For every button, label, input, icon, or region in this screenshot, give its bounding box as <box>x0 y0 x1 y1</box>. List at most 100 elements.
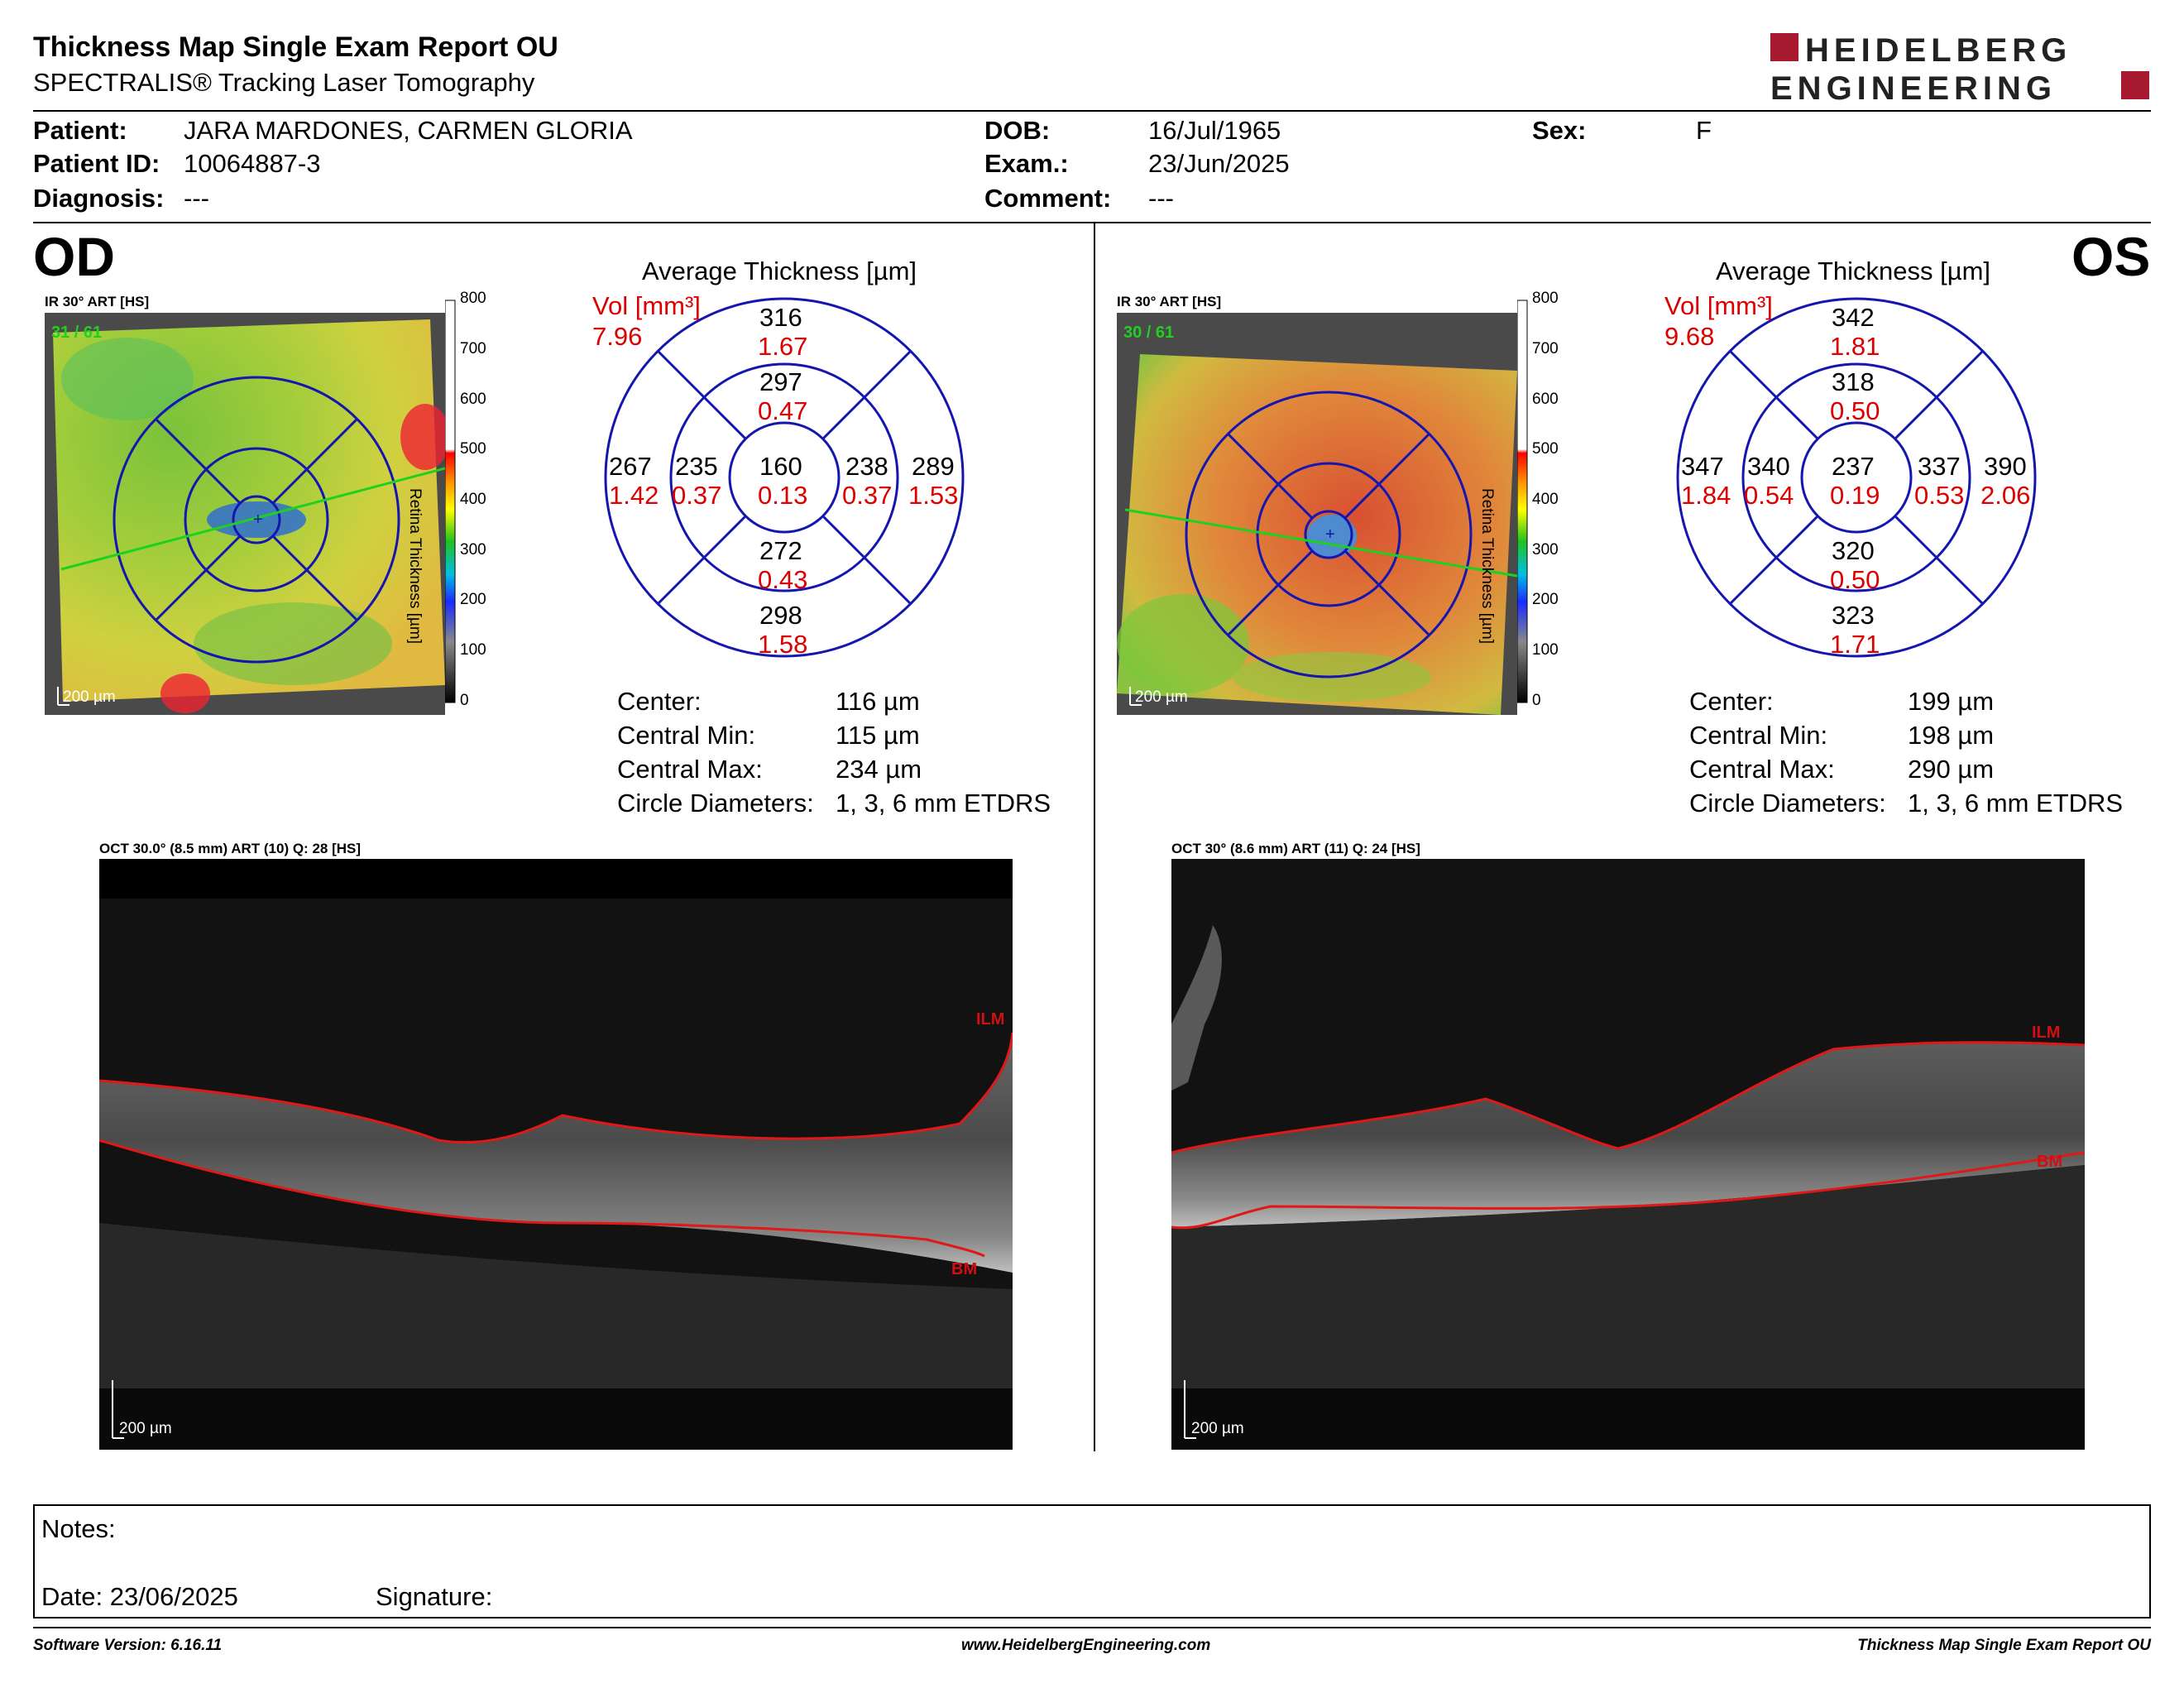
od-inner-left-volume: 0.37 <box>672 481 722 510</box>
os-inner-left-volume: 0.54 <box>1744 481 1794 510</box>
od-outer-right-volume: 1.53 <box>908 481 959 510</box>
notes-box[interactable]: Notes: Date: 23/06/2025 Signature: <box>33 1504 2151 1618</box>
os-ilm-label: ILM <box>2032 1024 2060 1042</box>
os-center-thickness: 237 <box>1832 452 1875 481</box>
os-tick-200: 200 <box>1532 591 1559 608</box>
od-oct-label: OCT 30.0° (8.5 mm) ART (10) Q: 28 [HS] <box>99 841 362 856</box>
od-stat-max-label: Central Max: <box>617 755 763 784</box>
od-frames-count: 31 / 61 <box>51 324 102 342</box>
od-stat-diam-label: Circle Diameters: <box>617 789 814 818</box>
comment-label: Comment: <box>984 184 1112 213</box>
os-stat-max-value: 290 µm <box>1908 755 1995 784</box>
os-inner-right-volume: 0.53 <box>1914 481 1965 510</box>
od-oct-bscan: ILM BM 200 µm <box>99 859 1013 1450</box>
od-tick-800: 800 <box>460 290 486 307</box>
sex-value: F <box>1696 116 1712 145</box>
od-colorbar <box>444 298 544 712</box>
od-outer-top-volume: 1.67 <box>758 332 808 361</box>
os-outer-right-volume: 2.06 <box>1980 481 2031 510</box>
od-tick-500: 500 <box>460 440 486 458</box>
info-divider <box>33 222 2151 223</box>
os-outer-left-volume: 1.84 <box>1681 481 1731 510</box>
od-tick-600: 600 <box>460 391 486 408</box>
center-divider <box>1094 223 1095 1451</box>
os-outer-right-thickness: 390 <box>1984 452 2027 481</box>
od-stat-center-label: Center: <box>617 687 702 716</box>
od-avg-title: Average Thickness [µm] <box>642 257 917 285</box>
os-colorbar <box>1516 298 1616 712</box>
footer-website-link[interactable]: www.HeidelbergEngineering.com <box>961 1637 1211 1654</box>
os-stat-diam-value: 1, 3, 6 mm ETDRS <box>1908 789 2124 818</box>
logo-text-line1: HEIDELBERG <box>1805 32 2071 69</box>
dob-label: DOB: <box>984 116 1051 145</box>
os-ir-label: IR 30° ART [HS] <box>1117 294 1222 309</box>
os-stat-min-label: Central Min: <box>1689 721 1828 750</box>
os-colorbar-label: Retina Thickness [µm] <box>1478 488 1496 644</box>
os-outer-left-thickness: 347 <box>1681 452 1724 481</box>
os-oct-bscan: ILM BM 200 µm <box>1171 859 2085 1450</box>
od-inner-top-volume: 0.47 <box>758 396 808 425</box>
heidelberg-logo: HEIDELBERG ENGINEERING <box>1770 31 2151 107</box>
os-vol-label: Vol [mm³] <box>1664 291 1773 320</box>
od-inner-right-volume: 0.37 <box>842 481 893 510</box>
svg-text:+: + <box>1325 525 1335 544</box>
os-tick-700: 700 <box>1532 340 1559 357</box>
od-map-scale: 200 µm <box>63 688 116 706</box>
os-outer-top-thickness: 342 <box>1832 303 1875 332</box>
os-outer-top-volume: 1.81 <box>1830 332 1880 361</box>
od-tick-400: 400 <box>460 491 486 508</box>
od-stat-diam-value: 1, 3, 6 mm ETDRS <box>836 789 1051 818</box>
footer-report-name: Thickness Map Single Exam Report OU <box>1857 1637 2151 1654</box>
od-colorbar-label: Retina Thickness [µm] <box>406 488 424 644</box>
od-tick-700: 700 <box>460 340 486 357</box>
os-tick-300: 300 <box>1532 541 1559 559</box>
os-tick-500: 500 <box>1532 440 1559 458</box>
notes-date: Date: 23/06/2025 <box>41 1582 238 1611</box>
od-inner-bottom-thickness: 272 <box>759 536 802 565</box>
od-outer-left-volume: 1.42 <box>609 481 659 510</box>
od-inner-top-thickness: 297 <box>759 367 802 396</box>
patient-name: JARA MARDONES, CARMEN GLORIA <box>184 116 633 145</box>
os-inner-right-thickness: 337 <box>1918 452 1961 481</box>
patient-id-label: Patient ID: <box>33 149 160 178</box>
os-outer-bottom-thickness: 323 <box>1832 601 1875 630</box>
os-stat-diam-label: Circle Diameters: <box>1689 789 1886 818</box>
od-inner-right-thickness: 238 <box>845 452 888 481</box>
od-center-thickness: 160 <box>759 452 802 481</box>
os-map-scale: 200 µm <box>1135 688 1188 706</box>
od-outer-right-thickness: 289 <box>912 452 955 481</box>
os-bm-label: BM <box>2037 1153 2062 1171</box>
od-outer-bottom-volume: 1.58 <box>758 630 808 659</box>
od-outer-top-thickness: 316 <box>759 303 802 332</box>
os-inner-top-volume: 0.50 <box>1830 396 1880 425</box>
os-stat-max-label: Central Max: <box>1689 755 1835 784</box>
eye-label-os: OS <box>2071 226 2151 287</box>
os-inner-bottom-volume: 0.50 <box>1830 565 1880 594</box>
svg-text:+: + <box>253 511 263 529</box>
notes-signature-label: Signature: <box>376 1582 493 1611</box>
os-etdrs-grid <box>1664 294 2053 666</box>
os-inner-left-thickness: 340 <box>1747 452 1790 481</box>
patient-label: Patient: <box>33 116 127 145</box>
od-stat-min-label: Central Min: <box>617 721 756 750</box>
eye-label-od: OD <box>33 226 115 287</box>
os-inner-bottom-thickness: 320 <box>1832 536 1875 565</box>
os-oct-label: OCT 30° (8.6 mm) ART (11) Q: 24 [HS] <box>1171 841 1420 856</box>
od-vol-value: 7.96 <box>592 322 643 351</box>
dob-value: 16/Jul/1965 <box>1148 116 1281 145</box>
od-center-volume: 0.13 <box>758 481 808 510</box>
exam-value: 23/Jun/2025 <box>1148 149 1290 178</box>
report-subtitle: SPECTRALIS® Tracking Laser Tomography <box>33 68 535 97</box>
od-tick-300: 300 <box>460 541 486 559</box>
od-outer-left-thickness: 267 <box>609 452 652 481</box>
footer-divider <box>33 1627 2151 1628</box>
os-tick-100: 100 <box>1532 641 1559 659</box>
od-vol-label: Vol [mm³] <box>592 291 701 320</box>
os-stat-center-value: 199 µm <box>1908 687 1995 716</box>
os-thickness-map: + 30 / 61 200 µm <box>1117 313 1517 715</box>
report-title: Thickness Map Single Exam Report OU <box>33 31 558 63</box>
os-oct-scale: 200 µm <box>1191 1420 1244 1437</box>
od-bm-label: BM <box>951 1260 977 1278</box>
od-thickness-map: + 31 / 61 200 µm <box>45 313 445 715</box>
od-inner-left-thickness: 235 <box>675 452 718 481</box>
